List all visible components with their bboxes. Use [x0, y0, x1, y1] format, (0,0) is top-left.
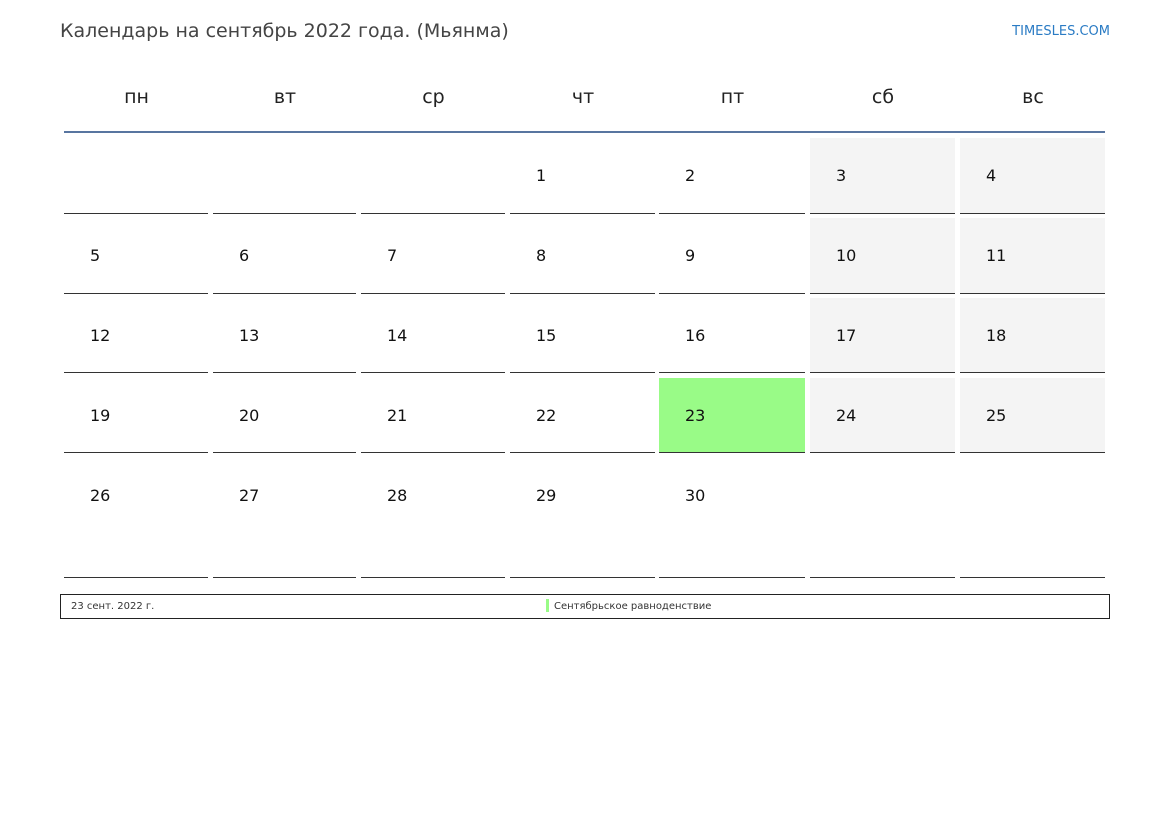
- day-cell[interactable]: 20: [213, 378, 356, 453]
- day-number: 15: [536, 326, 557, 345]
- day-cell[interactable]: 14: [361, 298, 505, 373]
- weekday-header: пн: [124, 86, 149, 108]
- day-number: 3: [836, 166, 847, 185]
- day-cell[interactable]: 4: [960, 138, 1105, 214]
- day-cell[interactable]: 2: [659, 138, 805, 214]
- holiday-legend: 23 сент. 2022 г. Сентябрьское равноденст…: [60, 594, 1110, 619]
- day-number: 29: [536, 486, 557, 505]
- day-number: 9: [685, 246, 696, 265]
- day-number: 13: [239, 326, 260, 345]
- weekday-header: чт: [571, 86, 595, 108]
- day-cell[interactable]: 6: [213, 218, 356, 294]
- weekday-header: пт: [720, 86, 745, 108]
- day-cell[interactable]: 28: [361, 458, 505, 578]
- empty-cell: [810, 458, 955, 578]
- day-cell[interactable]: 18: [960, 298, 1105, 373]
- day-cell[interactable]: 22: [510, 378, 655, 453]
- day-number: 2: [685, 166, 696, 185]
- day-cell[interactable]: 9: [659, 218, 805, 294]
- day-number: 10: [836, 246, 857, 265]
- day-cell[interactable]: 3: [810, 138, 955, 214]
- day-number: 21: [387, 406, 408, 425]
- empty-cell: [361, 138, 505, 214]
- day-number: 24: [836, 406, 857, 425]
- day-cell[interactable]: 10: [810, 218, 955, 294]
- legend-date: 23 сент. 2022 г.: [71, 601, 155, 612]
- day-cell[interactable]: 15: [510, 298, 655, 373]
- day-number: 27: [239, 486, 260, 505]
- day-number: 4: [986, 166, 997, 185]
- day-number: 22: [536, 406, 557, 425]
- day-number: 28: [387, 486, 408, 505]
- legend-color-marker: [546, 599, 549, 612]
- day-number: 16: [685, 326, 706, 345]
- day-number: 30: [685, 486, 706, 505]
- day-number: 11: [986, 246, 1007, 265]
- day-cell[interactable]: 24: [810, 378, 955, 453]
- day-number: 25: [986, 406, 1007, 425]
- weekday-header: сб: [871, 86, 895, 108]
- weekday-header: вт: [273, 86, 297, 108]
- page-title: Календарь на сентябрь 2022 года. (Мьянма…: [60, 20, 509, 42]
- day-cell[interactable]: 17: [810, 298, 955, 373]
- day-cell[interactable]: 12: [64, 298, 208, 373]
- day-cell[interactable]: 30: [659, 458, 805, 578]
- day-number: 17: [836, 326, 857, 345]
- day-number: 8: [536, 246, 547, 265]
- day-cell[interactable]: 11: [960, 218, 1105, 294]
- header-divider: [64, 131, 1105, 133]
- site-link[interactable]: TIMESLES.COM: [1012, 24, 1110, 39]
- empty-cell: [213, 138, 356, 214]
- day-cell[interactable]: 27: [213, 458, 356, 578]
- day-cell[interactable]: 7: [361, 218, 505, 294]
- day-number: 20: [239, 406, 260, 425]
- day-cell[interactable]: 19: [64, 378, 208, 453]
- day-number: 7: [387, 246, 398, 265]
- day-cell[interactable]: 25: [960, 378, 1105, 453]
- day-cell[interactable]: 8: [510, 218, 655, 294]
- day-number: 12: [90, 326, 111, 345]
- empty-cell: [960, 458, 1105, 578]
- weekday-header: ср: [422, 86, 445, 108]
- day-number: 19: [90, 406, 111, 425]
- day-cell[interactable]: 21: [361, 378, 505, 453]
- weekday-header: вс: [1022, 86, 1044, 108]
- day-cell[interactable]: 29: [510, 458, 655, 578]
- day-cell[interactable]: 23: [659, 378, 805, 453]
- day-cell[interactable]: 26: [64, 458, 208, 578]
- day-number: 26: [90, 486, 111, 505]
- legend-holiday-name: Сентябрьское равноденствие: [554, 601, 712, 612]
- empty-cell: [64, 138, 208, 214]
- day-cell[interactable]: 1: [510, 138, 655, 214]
- day-number: 23: [685, 406, 706, 425]
- day-number: 18: [986, 326, 1007, 345]
- day-number: 1: [536, 166, 547, 185]
- day-cell[interactable]: 16: [659, 298, 805, 373]
- day-number: 14: [387, 326, 408, 345]
- day-cell[interactable]: 13: [213, 298, 356, 373]
- day-number: 6: [239, 246, 250, 265]
- day-cell[interactable]: 5: [64, 218, 208, 294]
- day-number: 5: [90, 246, 101, 265]
